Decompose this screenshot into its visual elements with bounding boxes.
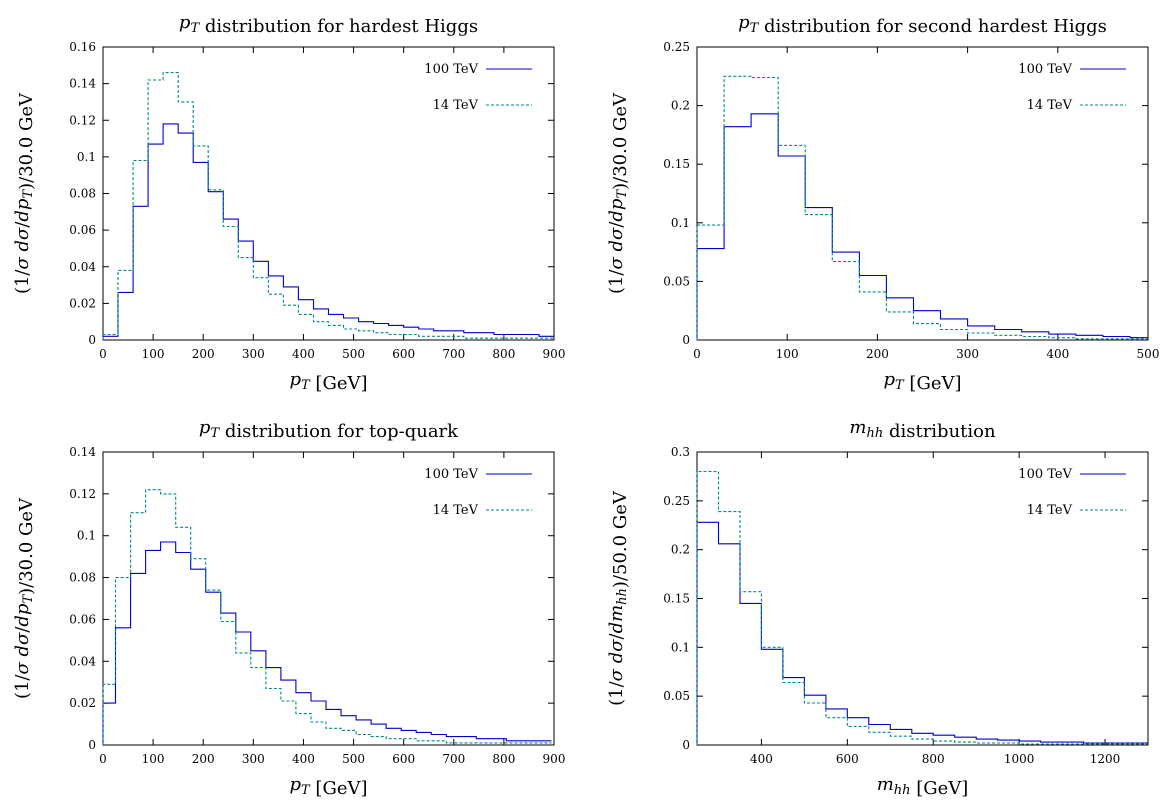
x-tick-label: 700 [442,347,465,361]
chart-panel-1: 0 100 200 300 400 500 600 700 800 900 0 0.02 0.04 0.0… [12,12,565,394]
series-line-14tev [102,72,554,340]
chart-panel-3: 0 100 200 300 400 500 600 700 800 900 0 0.02 0.04 0.0… [12,417,565,799]
x-tick-label: 200 [866,347,889,361]
x-tick-label: 300 [242,752,265,766]
x-tick-label: 800 [492,752,515,766]
y-tick-label: 0.06 [69,223,96,237]
y-tick-label: 0 [682,738,690,752]
series-line-14tev [102,489,552,745]
plot-frame [696,46,1149,341]
x-axis-label: pT [GeV] [290,369,368,394]
y-tick-label: 0 [88,738,96,752]
legend-label: 14 TeV [433,503,479,518]
y-tick-label: 0.08 [69,571,96,585]
y-tick-label: 0.1 [671,640,690,654]
y-tick-label: 0.16 [69,40,96,54]
plot-frame [102,46,555,341]
chart-title: mhh distribution [849,417,996,442]
y-axis-label: (1/σ dσ/dpT)/30.0 GeV [12,92,37,294]
x-tick-label: 900 [543,752,566,766]
x-tick-label: 400 [1046,347,1069,361]
y-tick-label: 0 [88,333,96,347]
y-tick-label: 0.05 [663,689,690,703]
y-tick-label: 0.05 [663,274,690,288]
x-tick-label: 500 [342,347,365,361]
x-tick-label: 200 [192,347,215,361]
chart-panel-4: 400 600 800 1000 1200 0 0.05 0.1 0.15 0.2 0.25 0.3 1… [606,417,1149,799]
y-tick-label: 0.1 [671,216,690,230]
series-line-100tev [696,113,1148,340]
y-tick-label: 0.04 [69,260,96,274]
y-tick-label: 0.06 [69,612,96,626]
x-axis-label: pT [GeV] [290,774,368,799]
legend-label: 100 TeV [1018,62,1072,77]
series-line-100tev [102,541,552,745]
y-tick-label: 0.04 [69,654,96,668]
series-line-100tev [696,521,1148,745]
plot-frame [696,451,1149,746]
x-tick-label: 600 [836,752,859,766]
y-tick-label: 0.15 [663,592,690,606]
y-axis-label: (1/σ dσ/dpT)/30.0 GeV [606,92,631,294]
x-tick-label: 900 [543,347,566,361]
series-line-14tev [696,470,1148,745]
x-tick-label: 300 [956,347,979,361]
legend-label: 14 TeV [433,98,479,113]
legend-label: 100 TeV [424,62,478,77]
x-axis-label: mhh [GeV] [877,774,969,799]
chart-panel-2: 0 100 200 300 400 500 0 0.05 0.1 0.15 0.2 0.25 100 T… [606,12,1159,394]
plot-frame [102,451,555,746]
y-tick-label: 0.25 [663,494,690,508]
x-tick-label: 100 [142,347,165,361]
legend-label: 14 TeV [1027,503,1073,518]
x-tick-label: 600 [392,752,415,766]
y-tick-label: 0.02 [69,696,96,710]
legend-label: 100 TeV [424,467,478,482]
y-axis-label: (1/σ dσ/dmhh)/50.0 GeV [606,490,631,706]
x-tick-label: 400 [292,347,315,361]
y-tick-label: 0.12 [69,113,96,127]
y-tick-label: 0.14 [69,445,96,459]
x-tick-label: 200 [192,752,215,766]
y-tick-label: 0.25 [663,40,690,54]
x-tick-label: 400 [750,752,773,766]
y-tick-label: 0 [682,333,690,347]
y-tick-label: 0.2 [671,543,690,557]
legend-label: 14 TeV [1027,98,1073,113]
legend-label: 100 TeV [1018,467,1072,482]
x-tick-label: 700 [442,752,465,766]
x-tick-label: 800 [492,347,515,361]
series-line-100tev [102,123,554,340]
x-tick-label: 300 [242,347,265,361]
chart-title: pT distribution for second hardest Higgs [738,12,1107,37]
x-tick-label: 800 [922,752,945,766]
x-tick-label: 400 [292,752,315,766]
x-tick-label: 1000 [1004,752,1035,766]
y-tick-label: 0.12 [69,487,96,501]
y-axis-label: (1/σ dσ/dpT)/30.0 GeV [12,497,37,699]
x-tick-label: 0 [693,347,701,361]
y-tick-label: 0.3 [671,445,690,459]
y-tick-label: 0.08 [69,187,96,201]
x-tick-label: 0 [99,752,107,766]
chart-title: pT distribution for top-quark [199,417,459,442]
series-line-14tev [696,75,1148,340]
y-tick-label: 0.1 [77,150,96,164]
x-tick-label: 500 [1137,347,1160,361]
y-tick-label: 0.1 [77,529,96,543]
chart-title: pT distribution for hardest Higgs [179,12,478,37]
x-tick-label: 500 [342,752,365,766]
x-tick-label: 100 [776,347,799,361]
x-tick-label: 1200 [1090,752,1121,766]
y-tick-label: 0.02 [69,296,96,310]
x-tick-label: 600 [392,347,415,361]
y-tick-label: 0.15 [663,157,690,171]
y-tick-label: 0.14 [69,77,96,91]
x-tick-label: 100 [142,752,165,766]
x-axis-label: pT [GeV] [884,369,962,394]
x-tick-label: 0 [99,347,107,361]
y-tick-label: 0.2 [671,99,690,113]
